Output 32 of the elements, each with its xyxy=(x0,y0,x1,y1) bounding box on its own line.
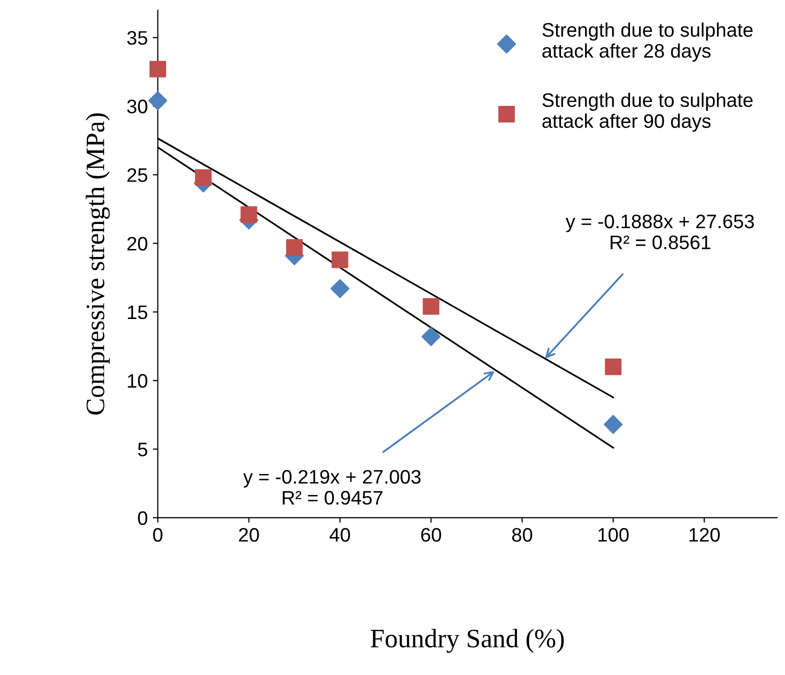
point xyxy=(149,60,166,78)
point xyxy=(422,327,441,346)
y-tick-label: 15 xyxy=(128,306,148,320)
annotation: y = -0.1888x + 27.653 R² = 0.8561 xyxy=(566,214,754,250)
x-axis-title: Foundry Sand (%) xyxy=(370,628,564,653)
x-tick-label: 100 xyxy=(598,528,629,542)
point xyxy=(332,252,348,268)
y-axis-title: Compressive strength (MPa) xyxy=(86,113,110,415)
y-tick-label: 25 xyxy=(127,168,148,182)
y-tick-label: 10 xyxy=(128,374,148,388)
y-tick-label: 35 xyxy=(127,31,148,45)
y-tick-label: 5 xyxy=(138,442,148,456)
x-tick-label: 0 xyxy=(153,528,162,542)
x-tick-label: 60 xyxy=(421,528,442,542)
point xyxy=(240,206,258,223)
y-tick-label: 20 xyxy=(127,236,148,251)
x-tick-label: 40 xyxy=(330,528,350,542)
legend-label: Strength due to sulphate attack after 28 days xyxy=(542,22,753,62)
y-tick-label: 0 xyxy=(138,511,148,525)
x-tick-label: 20 xyxy=(239,528,259,542)
point xyxy=(286,239,303,256)
point xyxy=(195,169,212,186)
point xyxy=(604,358,622,376)
x-tick-label: 80 xyxy=(512,528,532,542)
point xyxy=(422,298,440,315)
point xyxy=(604,414,623,434)
x-tick-label: 120 xyxy=(690,528,720,542)
y-tick-label: 30 xyxy=(127,100,148,114)
point xyxy=(148,91,168,110)
point xyxy=(330,279,350,298)
legend-label: Strength due to sulphate attack after 90 days xyxy=(542,92,753,132)
annotation: y = -0.219x + 27.003 R² = 0.9457 xyxy=(243,470,421,505)
